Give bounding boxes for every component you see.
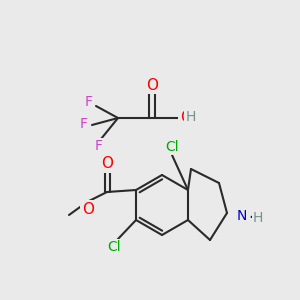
Text: O: O xyxy=(101,157,113,172)
Text: F: F xyxy=(80,117,88,131)
Text: F: F xyxy=(95,139,103,153)
Text: ·: · xyxy=(248,209,253,227)
Text: H: H xyxy=(186,110,196,124)
Text: F: F xyxy=(85,95,93,109)
Text: O: O xyxy=(82,202,94,217)
Text: Cl: Cl xyxy=(107,240,121,254)
Text: O: O xyxy=(180,110,192,125)
Text: H: H xyxy=(253,211,263,225)
Text: Cl: Cl xyxy=(165,140,179,154)
Text: N: N xyxy=(237,209,247,223)
Text: O: O xyxy=(146,77,158,92)
